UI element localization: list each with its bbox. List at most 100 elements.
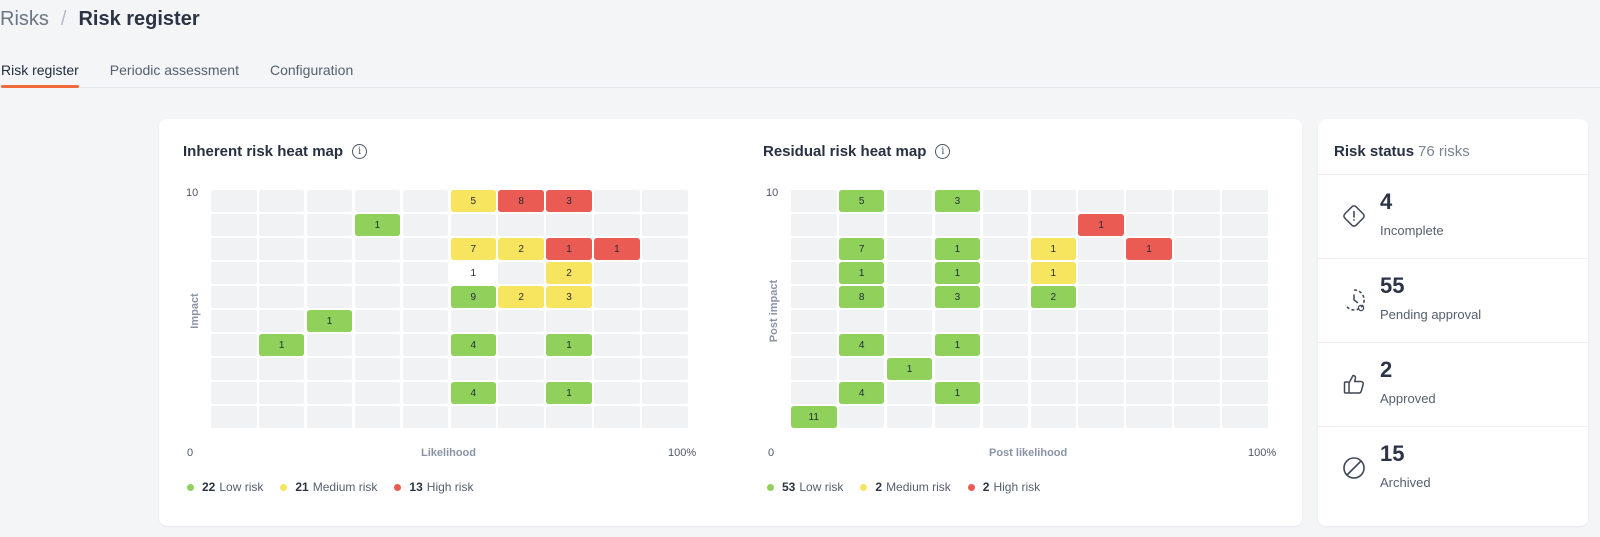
residual-heat-cell[interactable]: 3 [934,190,981,212]
inherent-heat-cell[interactable]: 1 [258,334,305,356]
residual-grid-cell [1174,238,1220,260]
breadcrumb-risks-link[interactable]: Risks [0,7,49,30]
inherent-grid-cell [211,262,257,284]
inherent-map-title: Inherent risk heat map i [183,143,368,160]
inherent-grid-cell [594,190,640,212]
inherent-grid-cell [594,286,640,308]
inherent-heat-cell[interactable]: 9 [450,286,496,308]
inherent-grid-cell [258,310,305,332]
inherent-grid-cell [402,214,449,236]
residual-heat-cell[interactable]: 1 [838,262,885,284]
status-value: 55 [1380,273,1405,298]
residual-grid-cell [982,238,1029,260]
residual-x-max: 100% [1248,447,1277,459]
inherent-heat-cell[interactable]: 1 [594,238,640,260]
residual-grid-cell [1078,262,1124,284]
inherent-grid-cell [402,262,449,284]
inherent-grid-cell [546,358,592,380]
inherent-grid-cell [211,310,257,332]
residual-heat-cell[interactable]: 4 [838,334,885,356]
residual-grid-cell [982,214,1029,236]
residual-heat-cell[interactable]: 4 [838,382,885,404]
inherent-heat-cell[interactable]: 1 [306,310,353,332]
residual-grid-cell [1078,382,1124,404]
residual-heat-cell[interactable]: 7 [838,238,885,260]
residual-heat-cell[interactable]: 8 [838,286,885,308]
residual-grid-cell [1174,262,1220,284]
residual-heat-cell[interactable]: 1 [1030,238,1076,260]
residual-heat-cell[interactable]: 3 [934,286,981,308]
residual-heat-cell[interactable]: 1 [1030,262,1076,284]
residual-grid-cell [1030,214,1076,236]
inherent-grid-cell [258,214,305,236]
inherent-grid-cell [306,334,353,356]
legend-count: 2 [875,480,883,494]
inherent-heat-cell[interactable]: 3 [546,190,592,212]
residual-grid-cell [1078,406,1124,428]
residual-grid-cell [886,238,933,260]
inherent-grid-cell [211,214,257,236]
residual-grid-cell [934,310,981,332]
inherent-heat-cell[interactable]: 7 [450,238,496,260]
residual-heat-cell[interactable]: 1 [886,358,933,380]
residual-heat-cell[interactable]: 11 [791,406,837,428]
inherent-grid-cell [258,358,305,380]
status-row-archived[interactable]: 15 Archived [1318,426,1588,526]
residual-heat-grid: 5 3 1 7 1 1 1 1 1 1 8 3 2 4 1 1 4 1 11 [791,190,1271,430]
heat-maps-card: Inherent risk heat map i 10 0 100% Likel… [159,119,1302,526]
inherent-heat-cell[interactable]: 1 [546,238,592,260]
tab-periodic-assessment[interactable]: Periodic assessment [109,62,239,78]
residual-heat-cell[interactable]: 1 [934,238,981,260]
inherent-heat-cell[interactable]: 1 [354,214,401,236]
legend-label: High risk [426,480,474,494]
residual-grid-cell [1174,382,1220,404]
inherent-heat-cell[interactable]: 2 [498,286,544,308]
inherent-grid-cell [211,190,257,212]
inherent-grid-cell [211,238,257,260]
inherent-heat-cell[interactable]: 4 [450,334,496,356]
inherent-heat-cell[interactable]: 2 [546,262,592,284]
inherent-heat-cell[interactable]: 5 [450,190,496,212]
inherent-heat-cell[interactable]: 2 [498,238,544,260]
residual-heat-cell[interactable]: 1 [934,262,981,284]
residual-heat-cell[interactable]: 1 [934,382,981,404]
legend-count: 53 [782,480,796,494]
legend-label: Low risk [219,480,264,494]
inherent-grid-cell [354,334,401,356]
inherent-legend: 22 Low risk 21 Medium risk 13 High risk [187,480,490,494]
inherent-grid-cell [642,286,688,308]
residual-grid-cell [1126,334,1172,356]
inherent-grid-cell [402,310,449,332]
inherent-grid-cell [306,238,353,260]
residual-heat-cell[interactable]: 2 [1030,286,1076,308]
residual-heat-cell[interactable]: 1 [934,334,981,356]
status-row-pending-approval[interactable]: 55 Pending approval [1318,258,1588,342]
info-icon[interactable]: i [352,144,368,159]
residual-grid-cell [1126,358,1172,380]
residual-grid-cell [791,238,837,260]
info-icon[interactable]: i [935,144,951,159]
residual-heat-cell[interactable]: 1 [1078,214,1124,236]
tab-configuration[interactable]: Configuration [269,62,354,78]
residual-grid-cell [982,286,1029,308]
status-row-incomplete[interactable]: 4 Incomplete [1318,174,1588,258]
residual-grid-cell [1174,190,1220,212]
legend-item-low: 53 Low risk [767,480,843,494]
residual-grid-cell [791,214,837,236]
inherent-grid-cell [498,310,544,332]
inherent-heat-cell[interactable]: 4 [450,382,496,404]
status-row-approved[interactable]: 2 Approved [1318,342,1588,426]
residual-heat-cell[interactable]: 5 [838,190,885,212]
inherent-heat-cell[interactable]: 1 [546,334,592,356]
tab-risk-register[interactable]: Risk register [1,56,79,88]
inherent-heat-cell[interactable]: 1 [450,262,496,284]
residual-grid-cell [1078,310,1124,332]
inherent-heat-cell[interactable]: 8 [498,190,544,212]
inherent-heat-cell[interactable]: 3 [546,286,592,308]
residual-heat-cell[interactable]: 1 [1126,238,1172,260]
inherent-grid-cell [450,406,496,428]
low-dot-icon [767,483,774,491]
residual-grid-cell [982,262,1029,284]
inherent-grid-cell [258,262,305,284]
inherent-heat-cell[interactable]: 1 [546,382,592,404]
